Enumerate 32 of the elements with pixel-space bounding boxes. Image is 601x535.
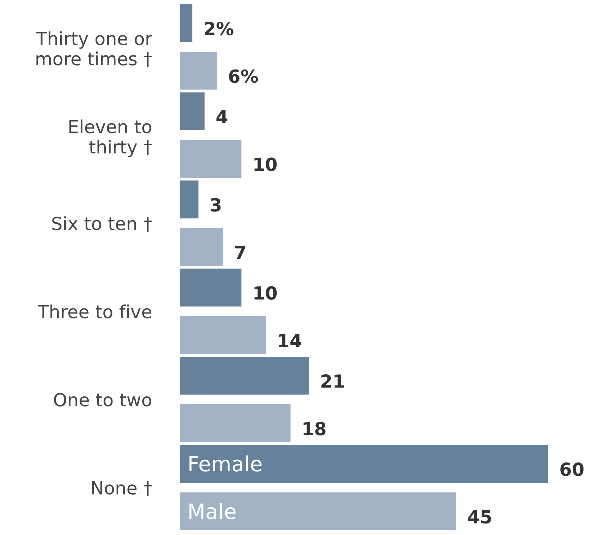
y-tick-label: None † <box>92 482 152 496</box>
bar <box>180 228 224 266</box>
y-tick-label: Thirty one or more times † <box>36 32 153 68</box>
bar <box>180 52 218 90</box>
data-label: 18 <box>304 422 326 436</box>
data-label: 14 <box>279 334 302 348</box>
data-label: 10 <box>254 286 277 300</box>
bar <box>180 492 456 531</box>
data-label: 21 <box>322 374 344 388</box>
bar <box>180 268 242 307</box>
bar <box>180 180 199 219</box>
bar <box>180 316 266 354</box>
bar <box>180 4 193 42</box>
series-label: Male <box>190 503 236 520</box>
data-label: 2% <box>205 22 234 36</box>
y-tick-label: Six to ten † <box>52 216 152 232</box>
data-label: 3 <box>210 198 221 212</box>
data-label: 45 <box>468 510 492 524</box>
y-tick-label: One to two <box>54 393 152 407</box>
y-tick-label: Eleven to thirty † <box>70 120 152 158</box>
bar <box>180 404 291 442</box>
data-label: 7 <box>236 246 246 260</box>
y-tick-label: Three to five <box>38 304 152 319</box>
data-label: 60 <box>560 462 584 476</box>
data-label: 6% <box>229 70 258 84</box>
bar <box>180 92 205 130</box>
series-label: Female <box>190 456 262 472</box>
bar <box>180 140 242 178</box>
bar <box>180 356 310 395</box>
data-label: 10 <box>254 158 277 172</box>
bar <box>180 445 548 483</box>
data-label: 4 <box>216 110 228 124</box>
